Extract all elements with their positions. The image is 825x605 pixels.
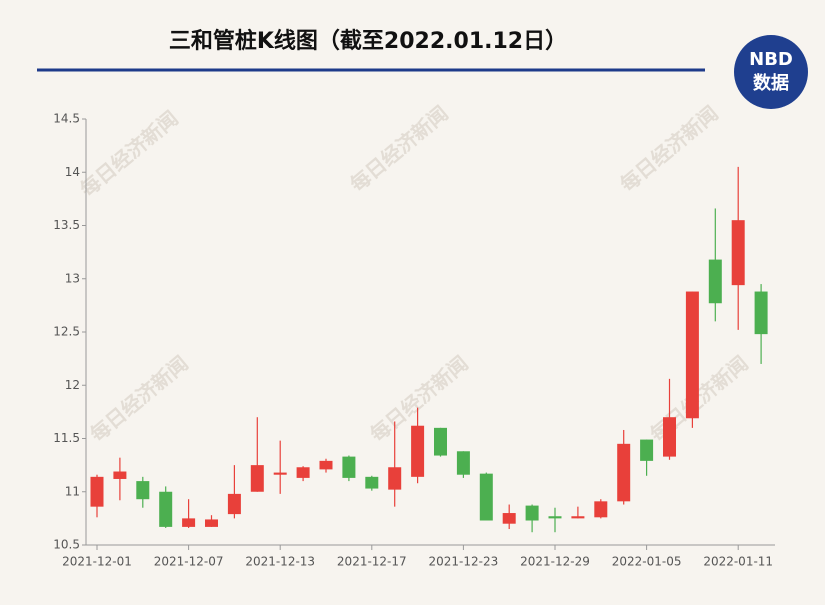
chart-title: 三和管桩K线图（截至2022.01.12日） bbox=[169, 28, 567, 54]
candle-body bbox=[594, 501, 608, 518]
logo-text: 数据 bbox=[753, 72, 789, 94]
candle-body bbox=[250, 465, 264, 492]
y-tick-label: 13 bbox=[65, 271, 80, 285]
candle-body bbox=[227, 493, 241, 515]
y-tick-label: 11.5 bbox=[53, 431, 80, 445]
logo-text: NBD bbox=[749, 49, 793, 70]
x-tick-label: 2021-12-17 bbox=[337, 555, 407, 569]
x-tick-label: 2021-12-13 bbox=[245, 555, 315, 569]
x-tick-label: 2022-01-05 bbox=[612, 555, 682, 569]
candle-body bbox=[182, 518, 196, 527]
x-tick-label: 2022-01-11 bbox=[703, 555, 773, 569]
candle-body bbox=[136, 481, 150, 500]
candle-body bbox=[731, 220, 745, 286]
logo bbox=[734, 35, 808, 109]
candle-body bbox=[319, 460, 333, 470]
candle-body bbox=[365, 476, 379, 489]
candle-body bbox=[663, 417, 676, 457]
y-tick-label: 10.5 bbox=[53, 538, 80, 552]
candle-body bbox=[685, 291, 699, 419]
candle-body bbox=[296, 467, 310, 478]
candle-body bbox=[456, 451, 470, 475]
candle-body bbox=[90, 476, 104, 507]
candle-body bbox=[708, 259, 722, 304]
candle-body bbox=[548, 516, 562, 519]
y-tick-label: 12 bbox=[65, 378, 80, 392]
y-tick-label: 13.5 bbox=[53, 218, 80, 232]
candle-body bbox=[479, 473, 493, 521]
candle-body bbox=[571, 516, 585, 519]
candle-body bbox=[113, 471, 127, 479]
y-tick-label: 12.5 bbox=[53, 325, 80, 339]
candle-body bbox=[273, 472, 287, 475]
candle-body bbox=[411, 425, 425, 477]
candle-body bbox=[502, 513, 516, 524]
candle-body bbox=[342, 456, 356, 478]
candle-body bbox=[388, 467, 402, 490]
x-tick-label: 2021-12-29 bbox=[520, 555, 590, 569]
candle-body bbox=[617, 443, 631, 502]
y-tick-label: 11 bbox=[65, 484, 80, 498]
x-tick-label: 2021-12-23 bbox=[429, 555, 499, 569]
candle-body bbox=[754, 291, 768, 335]
candle-body bbox=[434, 427, 447, 456]
y-tick-label: 14 bbox=[65, 165, 80, 179]
x-tick-label: 2021-12-01 bbox=[62, 555, 132, 569]
candle-body bbox=[159, 491, 173, 527]
candle-body bbox=[525, 505, 539, 521]
x-tick-label: 2021-12-07 bbox=[154, 555, 224, 569]
candle-body bbox=[205, 519, 218, 527]
y-tick-label: 14.5 bbox=[53, 112, 80, 126]
candle-body bbox=[640, 439, 654, 461]
